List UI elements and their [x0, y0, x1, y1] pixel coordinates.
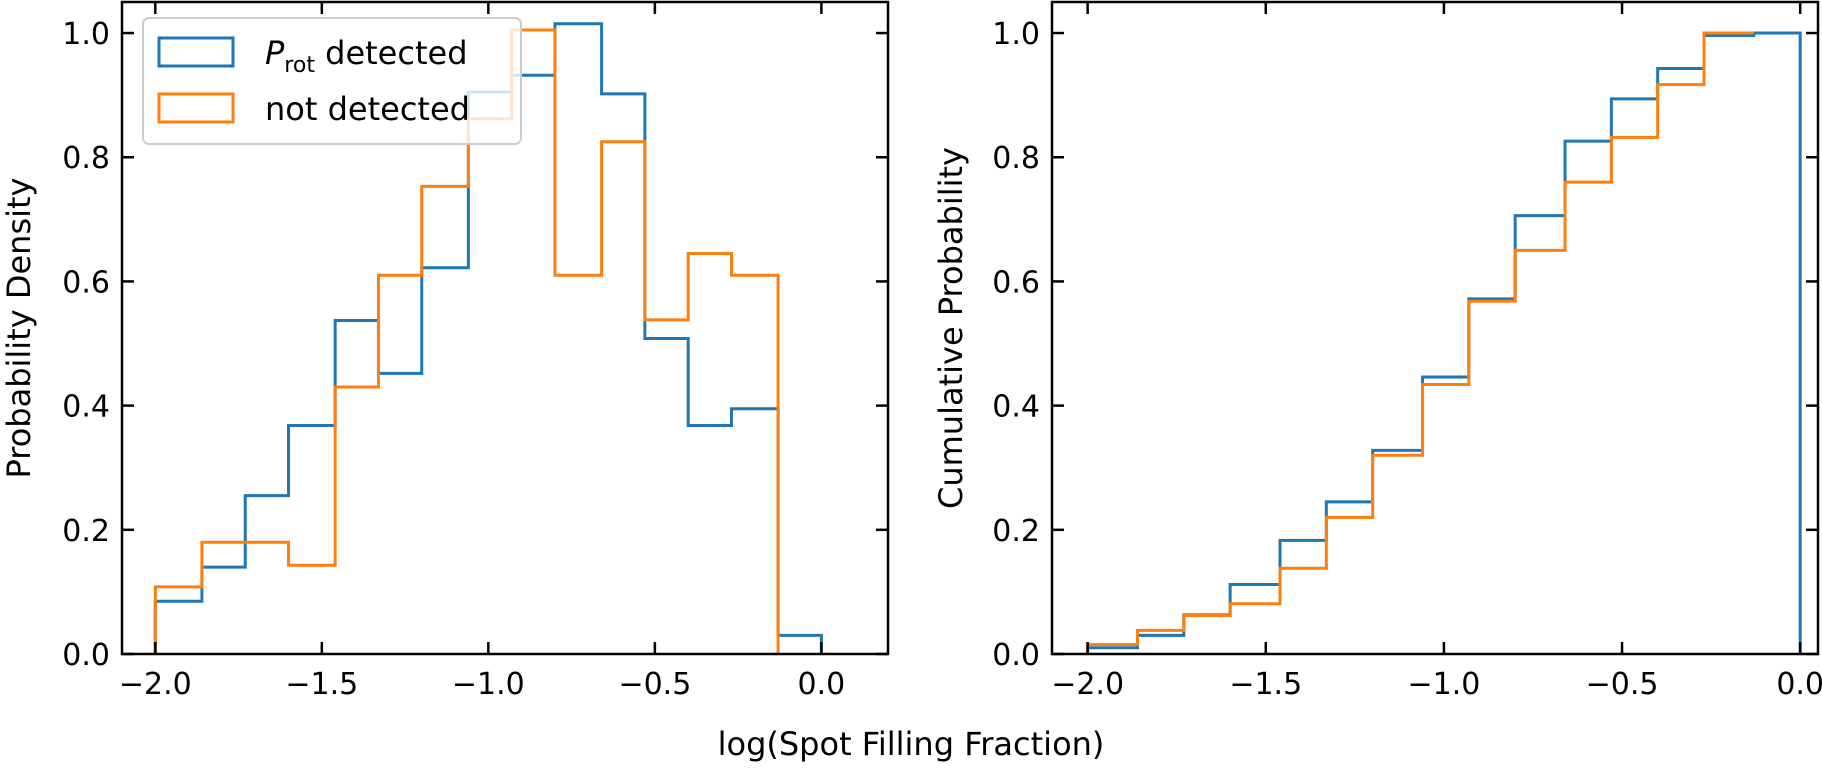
y-tick-label: 0.6	[992, 265, 1040, 300]
axes-frame	[1050, 0, 1820, 656]
y-tick-label: 0.2	[62, 514, 110, 549]
y-tick-label: 0.2	[992, 514, 1040, 549]
series-not_detected-step-line	[1086, 31, 1754, 654]
x-tick-label: −1.5	[1229, 667, 1302, 702]
y-tick-label: 1.0	[62, 17, 110, 52]
y-tick-label: 1.0	[992, 17, 1040, 52]
y-axis-label: Cumulative Probability	[932, 147, 970, 509]
axes-frame	[120, 0, 890, 656]
legend: Prot detected not detected	[142, 17, 522, 145]
legend-label-not_detected: not detected	[265, 90, 470, 128]
histogram-panel: −2.0 −1.5 −1.0 −0.5 0.0 0.0 0.2 0.4 0.6 0.8 1.0 Pro…	[0, 0, 890, 702]
x-tick-label: −0.5	[1586, 667, 1659, 702]
y-tick-label: 0.8	[62, 141, 110, 176]
y-tick-label: 0.4	[992, 390, 1040, 425]
x-tick-label: −1.0	[452, 667, 525, 702]
cumulative-panel: −2.0 −1.5 −1.0 −0.5 0.0 0.0 0.2 0.4 0.6 0.8 1.0 Cum…	[932, 0, 1822, 702]
legend-swatch-not_detected	[157, 92, 235, 124]
x-tick-label: −2.0	[1051, 667, 1124, 702]
series-detected-step-line	[1086, 31, 1802, 654]
shared-x-axis-label: log(Spot Filling Fraction)	[718, 725, 1105, 763]
x-tick-label: −0.5	[618, 667, 691, 702]
y-tick-label: 0.8	[992, 141, 1040, 176]
legend-swatch-detected	[157, 36, 235, 68]
x-tick-label: −2.0	[119, 667, 192, 702]
x-tick-label: −1.5	[285, 667, 358, 702]
legend-box	[142, 17, 522, 145]
x-tick-label: 0.0	[798, 667, 846, 702]
y-tick-label: 0.0	[992, 638, 1040, 673]
y-tick-label: 0.6	[62, 265, 110, 300]
y-axis-label: Probability Density	[0, 178, 38, 479]
x-tick-label: −1.0	[1407, 667, 1480, 702]
y-tick-label: 0.4	[62, 390, 110, 425]
x-tick-label: 0.0	[1776, 667, 1822, 702]
y-tick-label: 0.0	[62, 638, 110, 673]
legend-label-detected: Prot detected	[265, 34, 468, 78]
